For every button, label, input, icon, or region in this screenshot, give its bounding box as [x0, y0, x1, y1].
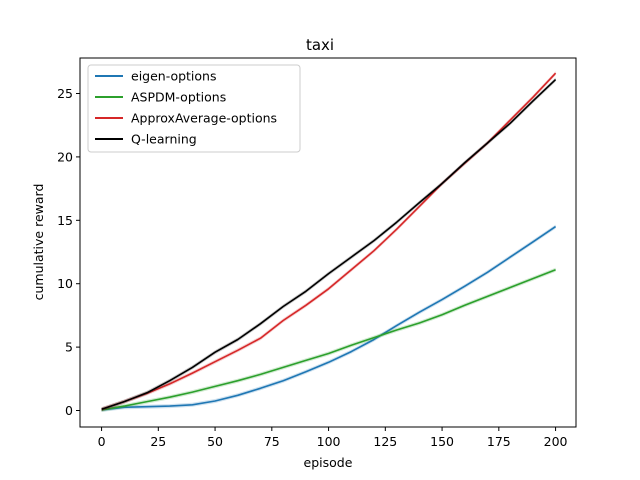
y-tick-label: 15	[57, 213, 73, 228]
x-tick-label: 125	[373, 434, 397, 449]
x-tick-label: 75	[264, 434, 280, 449]
x-tick-label: 0	[98, 434, 106, 449]
y-tick-label: 10	[57, 276, 73, 291]
series-line-0	[101, 225, 557, 411]
x-axis: 0 25 50 75 100 125 150 175 200	[98, 427, 568, 449]
chart-title: taxi	[306, 36, 334, 54]
legend: eigen-options ASPDM-options ApproxAverage-…	[87, 64, 301, 153]
legend-label-3: Q-learning	[131, 132, 197, 147]
y-tick-label: 25	[57, 86, 73, 101]
y-tick-label: 5	[65, 340, 73, 355]
x-axis-label: episode	[304, 455, 353, 470]
series-line-1	[101, 269, 556, 411]
y-axis-label: cumulative reward	[31, 184, 46, 301]
x-tick-label: 100	[317, 434, 341, 449]
legend-label-0: eigen-options	[131, 69, 217, 84]
y-tick-label: 20	[57, 149, 73, 164]
x-tick-label: 50	[207, 434, 223, 449]
plot-frame	[79, 57, 577, 428]
x-tick-label: 200	[544, 434, 568, 449]
y-axis: 0 5 10 15 20 25	[57, 86, 80, 418]
x-tick-label: 150	[430, 434, 454, 449]
plot-lines	[101, 71, 557, 412]
x-tick-label: 25	[150, 434, 166, 449]
legend-label-2: ApproxAverage-options	[131, 111, 277, 126]
series-line-3	[101, 79, 557, 410]
y-tick-label: 0	[65, 403, 73, 418]
x-tick-label: 175	[487, 434, 511, 449]
legend-label-1: ASPDM-options	[131, 90, 226, 105]
legend-box	[87, 64, 301, 153]
